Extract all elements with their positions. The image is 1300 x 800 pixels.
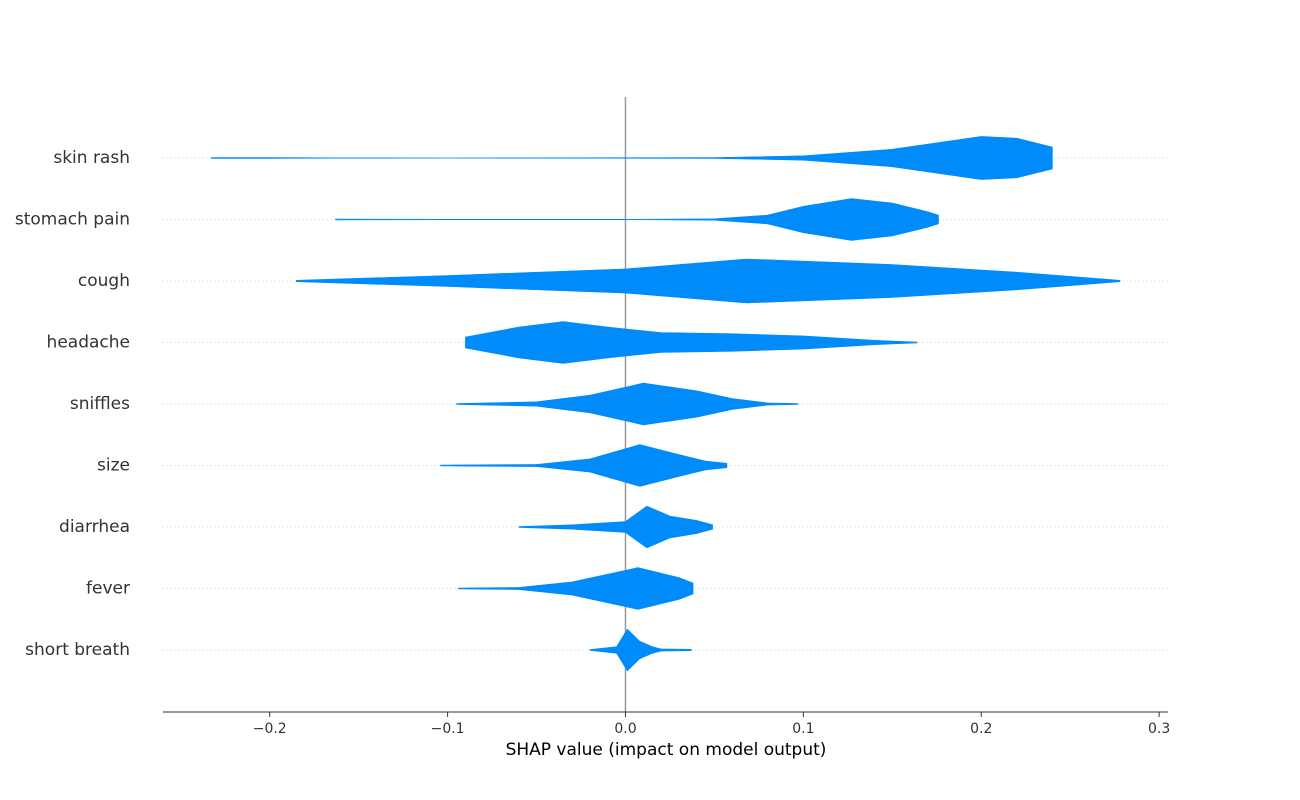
y-tick-label: sniffles xyxy=(70,394,130,414)
violin xyxy=(210,136,1053,180)
y-tick-label: headache xyxy=(47,333,130,353)
x-tick-label: 0.1 xyxy=(792,721,814,737)
violin xyxy=(458,567,694,610)
x-tick-label: 0.3 xyxy=(1148,721,1170,737)
x-tick-label: −0.2 xyxy=(253,721,287,737)
violin xyxy=(456,382,799,426)
violin xyxy=(440,444,728,487)
violin xyxy=(518,505,713,549)
y-tick-label: size xyxy=(97,456,130,476)
y-tick-label: skin rash xyxy=(53,148,130,168)
y-tick-label: fever xyxy=(86,579,130,599)
y-tick-label: short breath xyxy=(25,640,130,660)
violin xyxy=(335,198,939,241)
y-tick-label: diarrhea xyxy=(59,517,130,537)
x-tick-label: 0.2 xyxy=(970,721,992,737)
y-tick-label: stomach pain xyxy=(15,210,130,230)
x-axis-label: SHAP value (impact on model output) xyxy=(506,740,827,760)
violin xyxy=(465,321,918,364)
x-tick-label: 0.0 xyxy=(614,721,636,737)
y-tick-label: cough xyxy=(78,271,130,291)
x-tick-label: −0.1 xyxy=(431,721,465,737)
violin xyxy=(296,258,1121,304)
violin xyxy=(589,628,692,672)
